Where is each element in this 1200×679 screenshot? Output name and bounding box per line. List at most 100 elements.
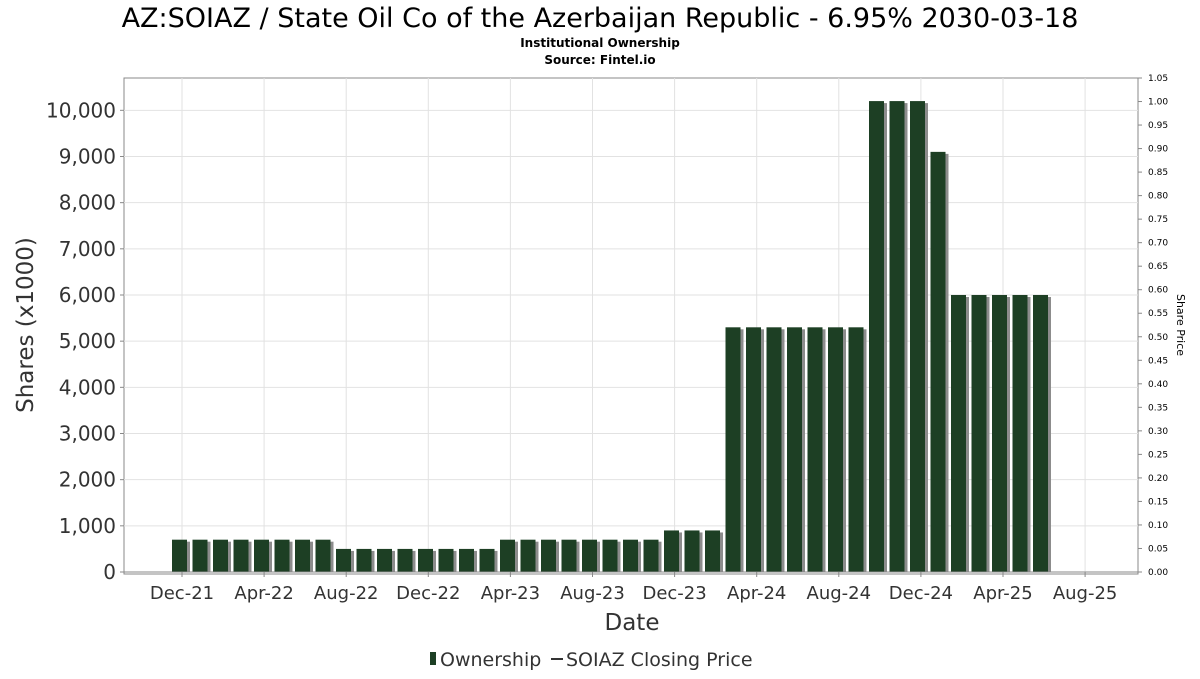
legend-label-ownership: Ownership [440, 649, 541, 671]
bar-ownership [643, 539, 659, 572]
y-tick-label-right: 0.00 [1148, 568, 1168, 578]
bar-ownership [705, 530, 720, 572]
chart-title: AZ:SOIAZ / State Oil Co of the Azerbaija… [122, 3, 1079, 34]
bar-ownership [336, 548, 351, 572]
y-tick-label-right: 0.35 [1148, 403, 1168, 413]
x-tick-label: Aug-22 [314, 583, 379, 604]
y-tick-label-right: 1.00 [1148, 98, 1168, 108]
y-axis-left: 0 1,000 2,000 3,000 4,000 5,000 6,000 7,000 8,00… [46, 98, 124, 584]
y-tick-label-left: 0 [103, 560, 116, 584]
bar-ownership [910, 101, 925, 573]
bar-ownership [397, 548, 413, 572]
x-tick-label: Aug-25 [1053, 583, 1118, 604]
bar-ownership [623, 539, 638, 572]
x-tick-label: Aug-24 [807, 583, 872, 604]
bar-ownership [807, 327, 823, 572]
y-tick-label-right: 0.45 [1148, 356, 1168, 366]
bar-ownership [479, 548, 495, 572]
bar-ownership [828, 327, 843, 572]
y-tick-label-left: 2,000 [59, 468, 116, 492]
y-tick-label-right: 1.05 [1148, 74, 1168, 84]
y-tick-label-right: 0.70 [1148, 239, 1168, 249]
y-tick-label-right: 0.90 [1148, 145, 1168, 155]
y-tick-label-right: 0.20 [1148, 474, 1168, 484]
x-tick-label: Apr-25 [973, 583, 1032, 604]
bar-ownership [541, 539, 556, 572]
bar-ownership [172, 539, 187, 572]
y-tick-label-right: 0.85 [1148, 168, 1168, 178]
bar-ownership [274, 539, 290, 572]
bar-ownership [684, 530, 700, 572]
bar-ownership [930, 151, 946, 573]
bar-ownership [459, 548, 474, 572]
bar-ownership [766, 327, 782, 572]
y-tick-label-right: 0.75 [1148, 215, 1168, 225]
bar-ownership [664, 530, 679, 572]
bar-ownership [992, 294, 1007, 572]
bar-ownership [192, 539, 208, 572]
y-tick-label-right: 0.25 [1148, 450, 1168, 460]
legend-swatch-ownership [430, 652, 436, 665]
y-tick-label-left: 9,000 [59, 144, 116, 168]
y-tick-label-left: 8,000 [59, 191, 116, 215]
x-tick-label: Dec-21 [150, 583, 214, 604]
bar-ownership [356, 548, 372, 572]
bar-ownership [233, 539, 249, 572]
x-tick-label: Apr-22 [234, 583, 293, 604]
bar-ownership [295, 539, 310, 572]
x-tick-label: Dec-24 [889, 583, 953, 604]
bar-ownership [746, 327, 761, 572]
x-tick-label: Apr-24 [727, 583, 786, 604]
y-tick-label-right: 0.65 [1148, 262, 1168, 272]
y-tick-label-left: 4,000 [59, 375, 116, 399]
y-tick-label-right: 0.30 [1148, 427, 1168, 437]
y-tick-label-left: 3,000 [59, 421, 116, 445]
bar-ownership [869, 101, 884, 573]
y-tick-label-left: 6,000 [59, 283, 116, 307]
x-tick-label: Aug-23 [560, 583, 625, 604]
bar-ownership [971, 294, 987, 572]
bar-ownership [315, 539, 331, 572]
x-tick-label: Apr-23 [481, 583, 540, 604]
bar-ownership [787, 327, 802, 572]
bar-ownership [213, 539, 228, 572]
bar-ownership [500, 539, 515, 572]
bar-ownership [848, 327, 864, 572]
bar-ownership [254, 539, 269, 572]
y-tick-label-left: 10,000 [46, 98, 116, 122]
legend-label-price: SOIAZ Closing Price [566, 649, 753, 671]
bar-ownership [561, 539, 577, 572]
y-tick-label-right: 0.05 [1148, 544, 1168, 554]
y-axis-title-left: Shares (x1000) [13, 237, 39, 413]
x-axis: Dec-21 Apr-22 Aug-22 Dec-22 Apr-23 Aug-23 Dec-… [124, 571, 1138, 604]
chart-subtitle: Institutional Ownership [520, 36, 680, 50]
bar-ownership [1012, 294, 1028, 572]
bar-ownership [889, 101, 905, 573]
y-tick-label-right: 0.80 [1148, 192, 1168, 202]
bar-ownership [377, 548, 392, 572]
bar-ownership [438, 548, 454, 572]
bar-ownership [725, 327, 741, 572]
bar-ownership [1033, 294, 1048, 572]
y-tick-label-right: 0.95 [1148, 121, 1168, 131]
x-tick-label: Dec-22 [396, 583, 460, 604]
x-tick-label: Dec-23 [642, 583, 706, 604]
y-tick-label-right: 0.50 [1148, 333, 1168, 343]
y-tick-label-right: 0.15 [1148, 497, 1168, 507]
y-tick-label-right: 0.40 [1148, 380, 1168, 390]
y-tick-label-right: 0.60 [1148, 286, 1168, 296]
x-axis-title: Date [605, 610, 660, 636]
y-tick-label-right: 0.10 [1148, 521, 1168, 531]
bar-series-ownership [172, 101, 1051, 573]
legend: Ownership SOIAZ Closing Price [430, 649, 753, 671]
bar-ownership [418, 548, 433, 572]
y-tick-label-left: 7,000 [59, 237, 116, 261]
y-axis-title-right: Share Price [1174, 294, 1187, 356]
bar-ownership [582, 539, 597, 572]
y-tick-label-right: 0.55 [1148, 309, 1168, 319]
y-tick-label-left: 1,000 [59, 514, 116, 538]
bar-ownership [602, 539, 618, 572]
bar-ownership [520, 539, 536, 572]
